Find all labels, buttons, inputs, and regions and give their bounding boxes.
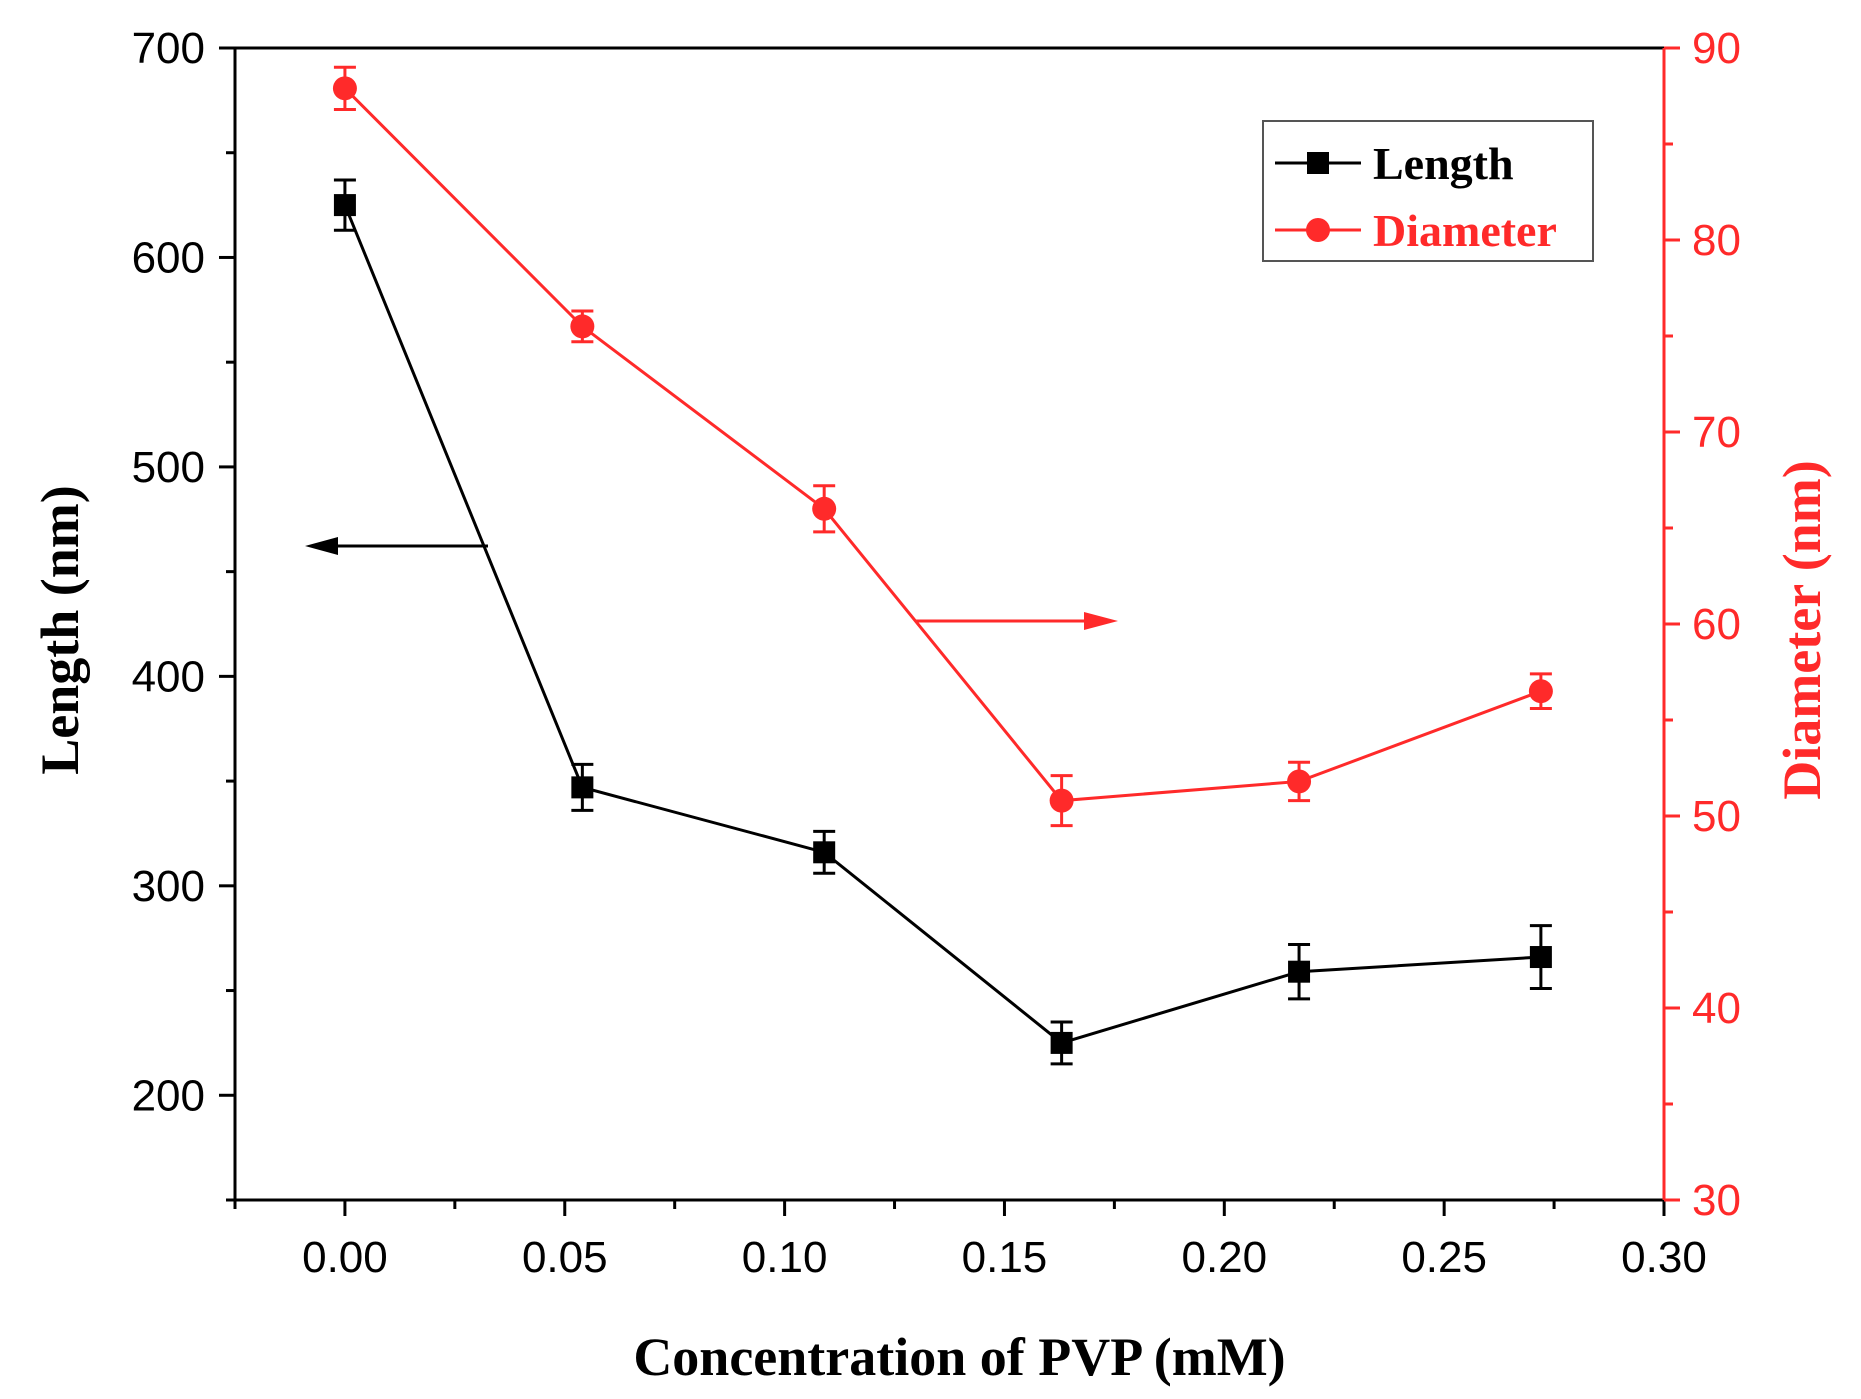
y-left-tick-label: 400 bbox=[132, 652, 205, 701]
x-tick-label: 0.15 bbox=[962, 1233, 1048, 1282]
data-point-square bbox=[571, 776, 594, 799]
x-tick-label: 0.00 bbox=[302, 1233, 388, 1282]
data-point-circle bbox=[1528, 679, 1553, 704]
y-left-tick-label: 700 bbox=[132, 24, 205, 73]
legend-marker-circle bbox=[1306, 218, 1330, 242]
y-right-tick-label: 50 bbox=[1692, 792, 1741, 841]
data-point-circle bbox=[570, 314, 595, 339]
y-left-tick-label: 200 bbox=[132, 1071, 205, 1120]
x-tick-label: 0.20 bbox=[1181, 1233, 1267, 1282]
left-arrow-head bbox=[305, 537, 338, 555]
y-axis-left-title: Length (nm) bbox=[30, 485, 90, 775]
data-point-circle bbox=[1049, 788, 1074, 813]
annotation-arrows bbox=[305, 537, 1118, 630]
y-left-tick-label: 600 bbox=[132, 233, 205, 282]
legend-marker-square bbox=[1307, 152, 1329, 174]
data-point-square bbox=[333, 194, 356, 217]
series-length bbox=[333, 178, 1552, 1066]
data-point-square bbox=[1288, 960, 1311, 983]
right-arrow-head bbox=[1084, 612, 1118, 630]
x-axis-title: Concentration of PVP (mM) bbox=[633, 1327, 1285, 1387]
legend: Length Diameter bbox=[1262, 120, 1594, 262]
x-tick-label: 0.25 bbox=[1401, 1233, 1487, 1282]
x-axis: 0.00 0.05 0.10 0.15 0.20 0.25 0.30 bbox=[233, 1200, 1707, 1282]
y-axis-right: 30 40 50 60 70 80 90 bbox=[1664, 24, 1741, 1225]
x-tick-label: 0.30 bbox=[1621, 1233, 1707, 1282]
series-layer bbox=[332, 65, 1553, 1066]
y-left-tick-label: 300 bbox=[132, 862, 205, 911]
y-right-tick-label: 60 bbox=[1692, 600, 1741, 649]
y-right-tick-label: 40 bbox=[1692, 984, 1741, 1033]
legend-label: Diameter bbox=[1373, 205, 1557, 256]
y-right-tick-label: 70 bbox=[1692, 408, 1741, 457]
data-point-square bbox=[1529, 946, 1552, 969]
legend-label: Length bbox=[1373, 138, 1514, 189]
data-point-square bbox=[1050, 1031, 1073, 1054]
data-point-circle bbox=[1287, 769, 1312, 794]
y-left-tick-label: 500 bbox=[132, 443, 205, 492]
data-point-circle bbox=[812, 496, 837, 521]
y-axis-right-title: Diameter (nm) bbox=[1772, 460, 1832, 799]
data-point-square bbox=[813, 841, 836, 864]
series-diameter bbox=[332, 65, 1553, 828]
y-right-tick-label: 90 bbox=[1692, 24, 1741, 73]
y-right-tick-label: 80 bbox=[1692, 216, 1741, 265]
x-tick-label: 0.10 bbox=[742, 1233, 828, 1282]
series-line-diameter bbox=[343, 87, 1542, 803]
series-line-length bbox=[343, 204, 1541, 1045]
y-axis-left: 200 300 400 500 600 700 bbox=[132, 24, 235, 1202]
x-tick-label: 0.05 bbox=[522, 1233, 608, 1282]
y-right-tick-label: 30 bbox=[1692, 1176, 1741, 1225]
data-point-circle bbox=[332, 76, 357, 101]
